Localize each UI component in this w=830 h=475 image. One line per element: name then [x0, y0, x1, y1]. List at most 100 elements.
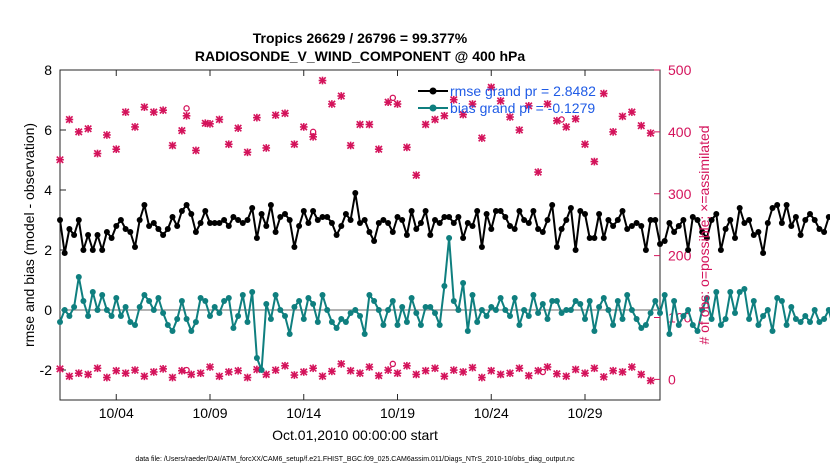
- data-point-rmse: [642, 247, 649, 253]
- data-point-rmse: [558, 226, 565, 232]
- data-point-rmse: [132, 244, 138, 250]
- data-point-rmse: [544, 217, 551, 223]
- data-point-rmse: [160, 232, 167, 238]
- data-point-rmse: [628, 223, 635, 229]
- data-point-rmse: [296, 223, 303, 229]
- obs-assimilated-marker: [562, 123, 571, 131]
- data-point-bias: [277, 307, 284, 313]
- obs-possible-marker: [389, 94, 397, 102]
- obs-assimilated-marker: [337, 92, 346, 100]
- data-point-bias: [802, 313, 809, 319]
- data-point-rmse: [488, 226, 495, 232]
- data-point-bias: [553, 298, 560, 304]
- obs-assimilated-marker: [253, 113, 261, 122]
- legend-marker-bias: [429, 104, 437, 112]
- obs-assimilated-marker: [328, 367, 336, 376]
- legend-entry-rmse: rmse grand pr = 2.8482: [418, 83, 596, 99]
- obs-assimilated-marker: [590, 364, 599, 373]
- data-point-rmse: [202, 208, 209, 214]
- obs-assimilated-marker: [487, 83, 496, 92]
- data-point-bias: [352, 307, 359, 313]
- data-point-rmse: [694, 217, 701, 223]
- data-point-bias: [188, 328, 195, 334]
- data-point-rmse: [324, 214, 331, 220]
- data-point-bias: [535, 310, 542, 316]
- y-left-tick-label: 8: [44, 62, 52, 78]
- obs-assimilated-marker: [646, 129, 655, 137]
- data-point-rmse: [371, 238, 378, 244]
- data-point-rmse: [183, 202, 190, 208]
- obs-assimilated-marker: [131, 123, 139, 131]
- obs-assimilated-marker: [299, 123, 308, 131]
- data-point-bias: [216, 310, 223, 316]
- data-point-rmse: [507, 223, 513, 229]
- data-point-bias: [136, 304, 143, 310]
- data-point-bias: [516, 322, 523, 328]
- obs-assimilated-marker: [459, 110, 467, 119]
- data-point-rmse: [436, 220, 443, 226]
- obs-assimilated-marker: [281, 109, 289, 118]
- data-point-bias: [614, 298, 621, 304]
- data-point-rmse: [300, 208, 307, 214]
- y-left-tick-label: 4: [44, 182, 52, 198]
- data-point-rmse: [624, 226, 631, 232]
- data-point-bias: [582, 316, 588, 322]
- obs-assimilated-marker: [609, 366, 617, 375]
- data-point-rmse: [272, 229, 279, 235]
- data-point-bias: [192, 319, 199, 325]
- data-point-rmse: [197, 220, 204, 226]
- plot-area: 10/04 10/09 10/14 10/19 10/24 10/29 -2 0 2 4 6 8 0…: [40, 62, 830, 421]
- x-tick-label: 10/09: [192, 405, 227, 421]
- data-point-bias: [727, 289, 734, 295]
- data-point-bias: [305, 295, 312, 301]
- data-point-rmse: [319, 214, 326, 220]
- data-point-rmse: [66, 226, 73, 232]
- data-point-bias: [464, 328, 471, 334]
- data-point-rmse: [117, 217, 124, 223]
- data-point-bias: [657, 310, 663, 316]
- data-point-rmse: [192, 229, 199, 235]
- obs-assimilated-marker: [478, 373, 486, 382]
- data-point-bias: [338, 316, 345, 322]
- data-point-bias: [816, 319, 823, 325]
- data-point-bias: [103, 307, 110, 313]
- data-point-rmse: [207, 220, 213, 226]
- obs-assimilated-marker: [121, 369, 130, 378]
- data-point-rmse: [113, 223, 120, 229]
- data-point-rmse: [586, 235, 593, 241]
- data-point-bias: [113, 295, 120, 301]
- data-point-rmse: [85, 232, 92, 238]
- data-point-rmse: [89, 247, 96, 253]
- y-right-tick-label: 500: [668, 62, 692, 78]
- data-point-bias: [436, 322, 443, 328]
- data-point-rmse: [821, 229, 828, 235]
- observation-count-markers: [56, 76, 655, 385]
- obs-assimilated-marker: [192, 146, 200, 155]
- data-point-bias: [502, 307, 509, 313]
- data-point-bias: [778, 298, 785, 304]
- data-point-rmse: [497, 208, 504, 214]
- data-point-rmse: [413, 226, 420, 232]
- data-point-bias: [357, 313, 363, 319]
- data-point-rmse: [535, 226, 542, 232]
- data-point-rmse: [239, 220, 246, 226]
- obs-assimilated-marker: [571, 365, 580, 374]
- data-point-rmse: [103, 229, 110, 235]
- data-point-rmse: [605, 217, 612, 223]
- data-point-rmse: [727, 217, 734, 223]
- data-point-rmse: [703, 235, 710, 241]
- data-point-rmse: [267, 202, 274, 208]
- data-point-bias: [324, 307, 331, 313]
- obs-assimilated-marker: [562, 372, 571, 381]
- data-point-rmse: [614, 217, 621, 223]
- obs-assimilated-marker: [84, 124, 92, 133]
- data-point-rmse: [357, 220, 363, 226]
- data-point-bias: [722, 316, 729, 322]
- y-right-tick-label: 0: [668, 371, 676, 387]
- y-left-tick-label: 6: [44, 122, 52, 138]
- data-point-bias: [296, 298, 303, 304]
- data-point-rmse: [150, 220, 157, 226]
- data-point-rmse: [155, 226, 162, 232]
- data-point-bias: [141, 292, 148, 298]
- data-point-rmse: [455, 214, 462, 220]
